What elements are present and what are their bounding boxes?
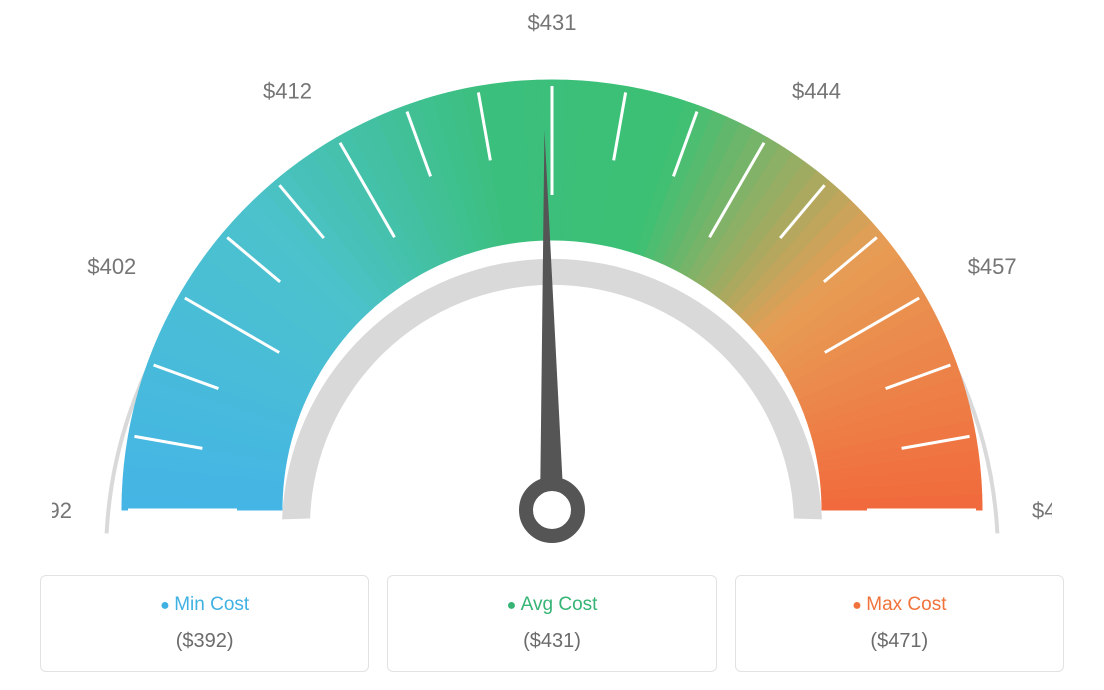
legend-label-avg: Avg Cost	[388, 594, 715, 616]
svg-text:$392: $392	[52, 498, 72, 523]
gauge-svg: $392 $402 $412 $431 $444 $457 $471	[52, 10, 1052, 560]
svg-text:$471: $471	[1032, 498, 1052, 523]
legend-label-max: Max Cost	[736, 594, 1063, 616]
legend-card-max: Max Cost ($471)	[735, 575, 1064, 672]
svg-text:$412: $412	[263, 78, 312, 103]
svg-text:$457: $457	[968, 254, 1017, 279]
legend-card-avg: Avg Cost ($431)	[387, 575, 716, 672]
svg-text:$444: $444	[792, 78, 841, 103]
legend-value-max: ($471)	[736, 630, 1063, 653]
legend-row: Min Cost ($392) Avg Cost ($431) Max Cost…	[40, 575, 1064, 672]
svg-text:$402: $402	[87, 254, 136, 279]
svg-text:$431: $431	[528, 10, 577, 35]
cost-gauge-chart: $392 $402 $412 $431 $444 $457 $471	[0, 0, 1104, 560]
legend-value-min: ($392)	[41, 630, 368, 653]
legend-card-min: Min Cost ($392)	[40, 575, 369, 672]
legend-value-avg: ($431)	[388, 630, 715, 653]
legend-label-min: Min Cost	[41, 594, 368, 616]
